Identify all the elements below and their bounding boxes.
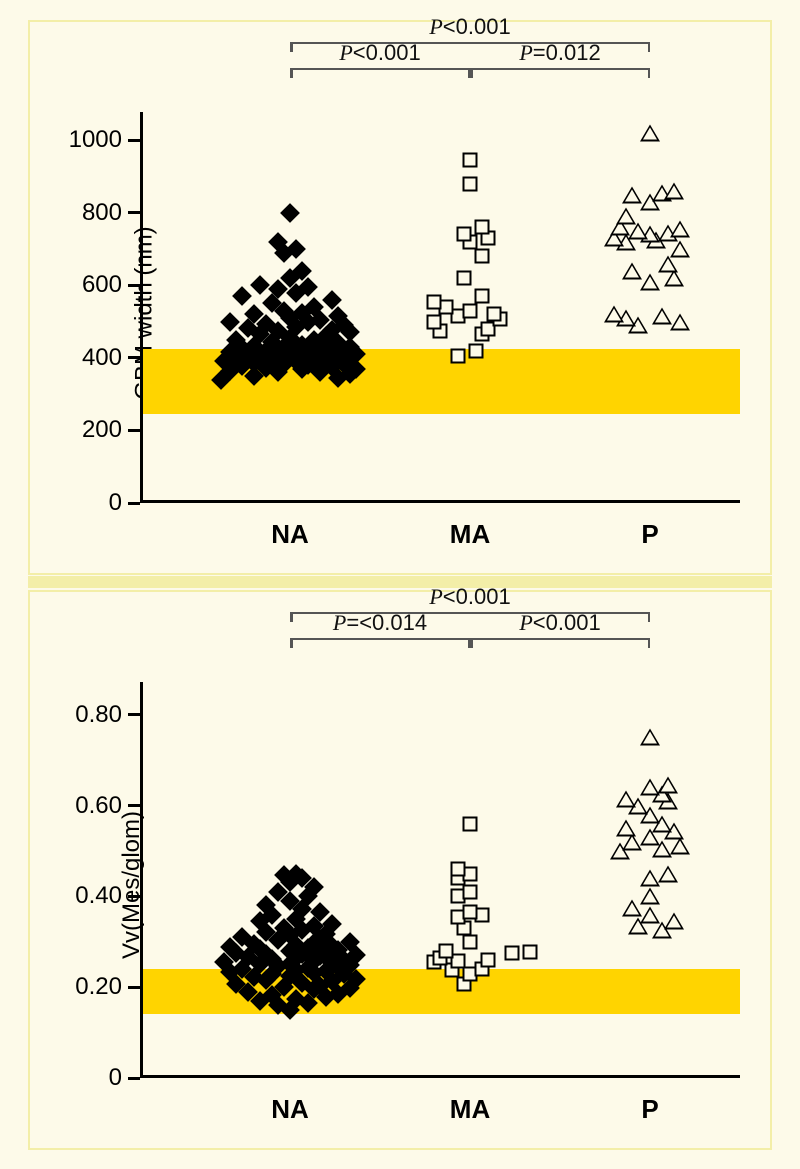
y-tick [128,804,140,807]
y-tick-label: 200 [82,416,122,444]
data-point [505,946,520,961]
data-point [463,176,478,191]
panel-divider [28,576,772,588]
data-point [670,838,690,855]
data-point [463,934,478,949]
data-point [439,943,454,958]
data-point [250,275,270,295]
data-point [427,294,442,309]
data-point [469,343,484,358]
x-category-label: MA [450,1094,490,1125]
data-point [670,313,690,330]
data-point [622,262,642,279]
data-point [622,899,642,916]
y-tick [128,356,140,359]
data-point [523,944,538,959]
y-tick-label: 0 [109,1064,122,1092]
data-point [664,913,684,930]
p-value-label: P<0.001 [429,584,510,610]
y-tick-label: 0.40 [75,882,122,910]
data-point [616,208,636,225]
data-point [475,249,490,264]
panel-top: GBM width (nm) 02004006008001000NAMAPP<0… [28,20,772,575]
data-point [451,349,466,364]
data-point [457,227,472,242]
data-point [622,186,642,203]
data-point [670,241,690,258]
y-tick [128,211,140,214]
data-point [280,203,300,223]
data-point [475,289,490,304]
data-point [232,286,252,306]
data-point [463,153,478,168]
data-point [427,314,442,329]
p-value-label: P=0.012 [519,40,600,66]
data-point [640,729,660,746]
data-point [604,306,624,323]
y-tick-label: 0.80 [75,701,122,729]
data-point [652,308,672,325]
panel-bottom: Vv(Mes/glom) 0 0.20 0.40 0.60 0.80 NA MA P P<0.0… [28,590,772,1150]
x-category-label: NA [271,519,309,550]
data-point [658,865,678,882]
data-point [463,816,478,831]
plot-area-top: GBM width (nm) 02004006008001000NAMAPP<0… [140,122,740,503]
y-tick-label: 400 [82,344,122,372]
y-tick [128,1077,140,1080]
x-category-label: P [641,519,658,550]
x-axis [140,1075,740,1078]
y-tick [128,713,140,716]
data-point [628,222,648,239]
data-point [658,777,678,794]
data-point [220,312,240,332]
y-tick [128,895,140,898]
data-point [640,273,660,290]
p-value-label: P<0.001 [339,40,420,66]
data-point [616,820,636,837]
data-point [457,271,472,286]
data-point [463,884,478,899]
data-point [658,255,678,272]
comparison-bracket [290,638,470,640]
data-point [487,307,502,322]
data-point [616,790,636,807]
data-point [463,905,478,920]
y-tick-label: 0 [109,489,122,517]
x-axis [140,500,740,503]
y-tick-label: 1000 [69,126,122,154]
p-value-label: P<0.001 [429,14,510,40]
y-tick [128,429,140,432]
data-point [664,182,684,199]
x-category-label: MA [450,519,490,550]
data-point [640,779,660,796]
data-point [670,221,690,238]
data-point [481,952,496,967]
data-point [451,862,466,877]
y-tick [128,986,140,989]
y-tick [128,139,140,142]
comparison-bracket [290,68,470,70]
p-value-label: P=<0.014 [333,610,427,636]
y-tick [128,502,140,505]
x-category-label: NA [271,1094,309,1125]
x-category-label: P [641,1094,658,1125]
data-point [640,888,660,905]
y-tick-label: 0.60 [75,792,122,820]
y-axis-label: Vv(Mes/glom) [118,811,146,959]
data-point [640,906,660,923]
comparison-bracket [470,638,650,640]
data-point [475,220,490,235]
figure-root: GBM width (nm) 02004006008001000NAMAPP<0… [0,0,800,1169]
plot-area-bottom: Vv(Mes/glom) 00.200.400.600.80NAMAPP<0.0… [140,692,740,1078]
comparison-bracket [470,68,650,70]
data-point [664,270,684,287]
y-tick-label: 0.20 [75,973,122,1001]
y-tick [128,284,140,287]
y-tick-label: 800 [82,199,122,227]
p-value-label: P<0.001 [519,610,600,636]
data-point [640,124,660,141]
y-tick-label: 600 [82,271,122,299]
data-point [640,870,660,887]
data-point [463,303,478,318]
